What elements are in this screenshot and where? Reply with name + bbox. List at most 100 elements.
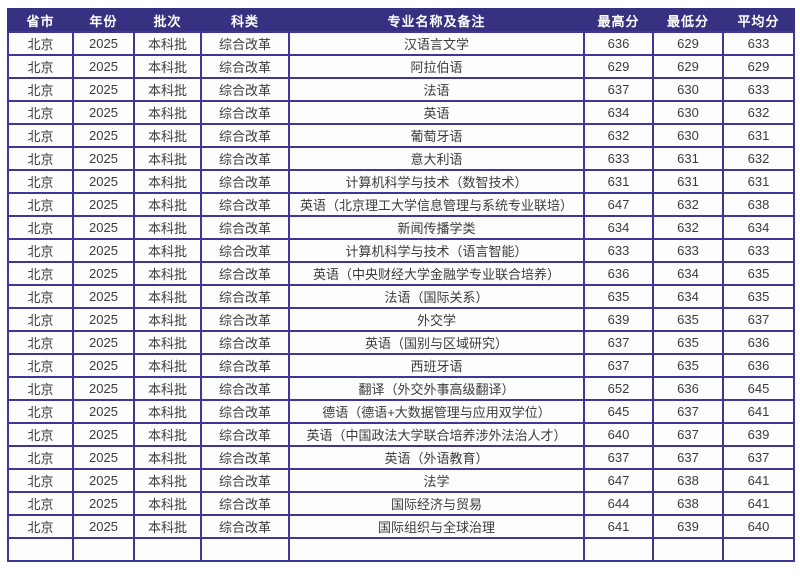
cell-subject-type: 综合改革 (200, 169, 290, 194)
admission-scores-table: 省市 年份 批次 科类 专业名称及备注 最高分 最低分 平均分 北京 2025 本科… (7, 8, 795, 562)
cell-avg-score: 636 (722, 353, 795, 378)
cell-max-score: 641 (583, 514, 654, 539)
cell-province: 北京 (7, 77, 74, 102)
cell-subject-type: 综合改革 (200, 123, 290, 148)
cell-year: 2025 (72, 445, 135, 470)
cell-batch: 本科批 (133, 353, 202, 378)
cell-major: 国际经济与贸易 (288, 491, 585, 516)
cell-max-score: 635 (583, 284, 654, 309)
cell-province: 北京 (7, 146, 74, 171)
cell-batch: 本科批 (133, 238, 202, 263)
cell-batch: 本科批 (133, 330, 202, 355)
cell-batch: 本科批 (133, 54, 202, 79)
cell-subject-type: 综合改革 (200, 491, 290, 516)
cell-batch: 本科批 (133, 399, 202, 424)
cell-major: 英语（外语教育） (288, 445, 585, 470)
cell-year: 2025 (72, 468, 135, 493)
table-row: 北京 2025 本科批 综合改革 计算机科学与技术（数智技术） 631 631 631 (7, 169, 795, 194)
table-row: 北京 2025 本科批 综合改革 法学 647 638 641 (7, 468, 795, 493)
cell-year: 2025 (72, 422, 135, 447)
cell-max-score (583, 537, 654, 562)
header-major: 专业名称及备注 (288, 8, 585, 33)
cell-min-score: 637 (652, 399, 724, 424)
cell-year: 2025 (72, 215, 135, 240)
table-row: 北京 2025 本科批 综合改革 英语（北京理工大学信息管理与系统专业联培） 647 632… (7, 192, 795, 217)
cell-year: 2025 (72, 123, 135, 148)
cell-min-score (652, 537, 724, 562)
cell-major: 法学 (288, 468, 585, 493)
cell-province: 北京 (7, 192, 74, 217)
cell-subject-type: 综合改革 (200, 376, 290, 401)
cell-avg-score: 631 (722, 123, 795, 148)
cell-batch: 本科批 (133, 307, 202, 332)
cell-major: 英语 (288, 100, 585, 125)
cell-subject-type: 综合改革 (200, 146, 290, 171)
cell-year: 2025 (72, 399, 135, 424)
cell-min-score: 631 (652, 146, 724, 171)
cell-min-score: 634 (652, 284, 724, 309)
cell-subject-type: 综合改革 (200, 31, 290, 56)
cell-province: 北京 (7, 376, 74, 401)
cell-province: 北京 (7, 514, 74, 539)
cell-major: 汉语言文学 (288, 31, 585, 56)
cell-year: 2025 (72, 100, 135, 125)
cell-batch: 本科批 (133, 169, 202, 194)
table-body: 北京 2025 本科批 综合改革 汉语言文学 636 629 633 北京 2025 本科批 综合改革… (7, 31, 795, 562)
table-row: 北京 2025 本科批 综合改革 计算机科学与技术（语言智能） 633 633 633 (7, 238, 795, 263)
cell-year: 2025 (72, 54, 135, 79)
cell-avg-score: 638 (722, 192, 795, 217)
cell-avg-score: 633 (722, 238, 795, 263)
cell-min-score: 632 (652, 215, 724, 240)
cell-avg-score (722, 537, 795, 562)
cell-major: 葡萄牙语 (288, 123, 585, 148)
cell-subject-type: 综合改革 (200, 238, 290, 263)
cell-province: 北京 (7, 54, 74, 79)
cell-batch: 本科批 (133, 100, 202, 125)
cell-min-score: 630 (652, 77, 724, 102)
header-province: 省市 (7, 8, 74, 33)
header-avg-score: 平均分 (722, 8, 795, 33)
cell-avg-score: 632 (722, 100, 795, 125)
cell-province: 北京 (7, 445, 74, 470)
table-row: 北京 2025 本科批 综合改革 国际经济与贸易 644 638 641 (7, 491, 795, 516)
cell-major: 计算机科学与技术（数智技术） (288, 169, 585, 194)
cell-avg-score: 641 (722, 491, 795, 516)
header-batch: 批次 (133, 8, 202, 33)
cell-subject-type: 综合改革 (200, 468, 290, 493)
table-row: 北京 2025 本科批 综合改革 翻译（外交外事高级翻译） 652 636 645 (7, 376, 795, 401)
table-row: 北京 2025 本科批 综合改革 法语（国际关系） 635 634 635 (7, 284, 795, 309)
cell-year: 2025 (72, 514, 135, 539)
header-min-score: 最低分 (652, 8, 724, 33)
cell-year: 2025 (72, 491, 135, 516)
cell-min-score: 638 (652, 491, 724, 516)
cell-max-score: 633 (583, 146, 654, 171)
cell-province: 北京 (7, 491, 74, 516)
cell-batch: 本科批 (133, 422, 202, 447)
table-row: 北京 2025 本科批 综合改革 英语（中央财经大学金融学专业联合培养） 636 634 63… (7, 261, 795, 286)
table-row: 北京 2025 本科批 综合改革 葡萄牙语 632 630 631 (7, 123, 795, 148)
cell-year: 2025 (72, 77, 135, 102)
cell-batch: 本科批 (133, 215, 202, 240)
cell-province: 北京 (7, 422, 74, 447)
cell-subject-type: 综合改革 (200, 100, 290, 125)
cell-major (288, 537, 585, 562)
cell-avg-score: 640 (722, 514, 795, 539)
cell-min-score: 635 (652, 353, 724, 378)
cell-major: 翻译（外交外事高级翻译） (288, 376, 585, 401)
cell-max-score: 631 (583, 169, 654, 194)
cell-max-score: 647 (583, 192, 654, 217)
cell-max-score: 637 (583, 330, 654, 355)
cell-province: 北京 (7, 330, 74, 355)
cell-batch: 本科批 (133, 376, 202, 401)
cell-batch (133, 537, 202, 562)
cell-province: 北京 (7, 353, 74, 378)
cell-batch: 本科批 (133, 284, 202, 309)
cell-min-score: 629 (652, 54, 724, 79)
cell-min-score: 637 (652, 445, 724, 470)
cell-major: 计算机科学与技术（语言智能） (288, 238, 585, 263)
cell-province (7, 537, 74, 562)
table-row: 北京 2025 本科批 综合改革 西班牙语 637 635 636 (7, 353, 795, 378)
cell-batch: 本科批 (133, 192, 202, 217)
cell-max-score: 634 (583, 100, 654, 125)
cell-avg-score: 641 (722, 399, 795, 424)
